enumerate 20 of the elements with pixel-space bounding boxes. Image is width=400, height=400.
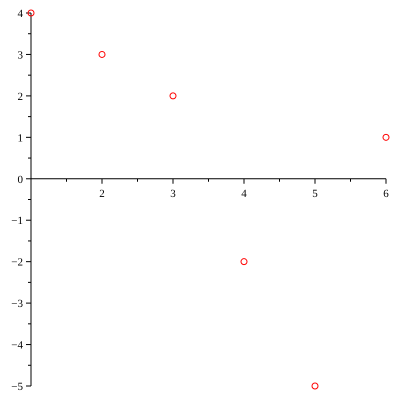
y-tick-label: 4 [18, 8, 24, 20]
x-tick-label: 6 [383, 188, 390, 200]
point [240, 258, 248, 266]
y-tick-label: −5 [11, 381, 24, 393]
y-tick-label: 3 [18, 49, 24, 62]
y-tick-label: −2 [11, 256, 23, 269]
point [98, 50, 106, 58]
point [312, 382, 318, 390]
y-tick-label: 1 [18, 132, 23, 144]
x-tick-label: 3 [170, 188, 176, 200]
y-tick-label: 2 [18, 90, 23, 103]
y-tick-label: −1 [11, 215, 23, 228]
y-tick-label: −4 [11, 340, 24, 352]
y-tick-label: −3 [11, 298, 24, 310]
y-tick-label: 0 [18, 174, 24, 186]
x-tick-label: 4 [241, 188, 248, 200]
x-tick-label: 5 [312, 188, 318, 200]
x-tick-label: 2 [99, 188, 105, 200]
point [170, 92, 176, 100]
point [382, 134, 390, 141]
